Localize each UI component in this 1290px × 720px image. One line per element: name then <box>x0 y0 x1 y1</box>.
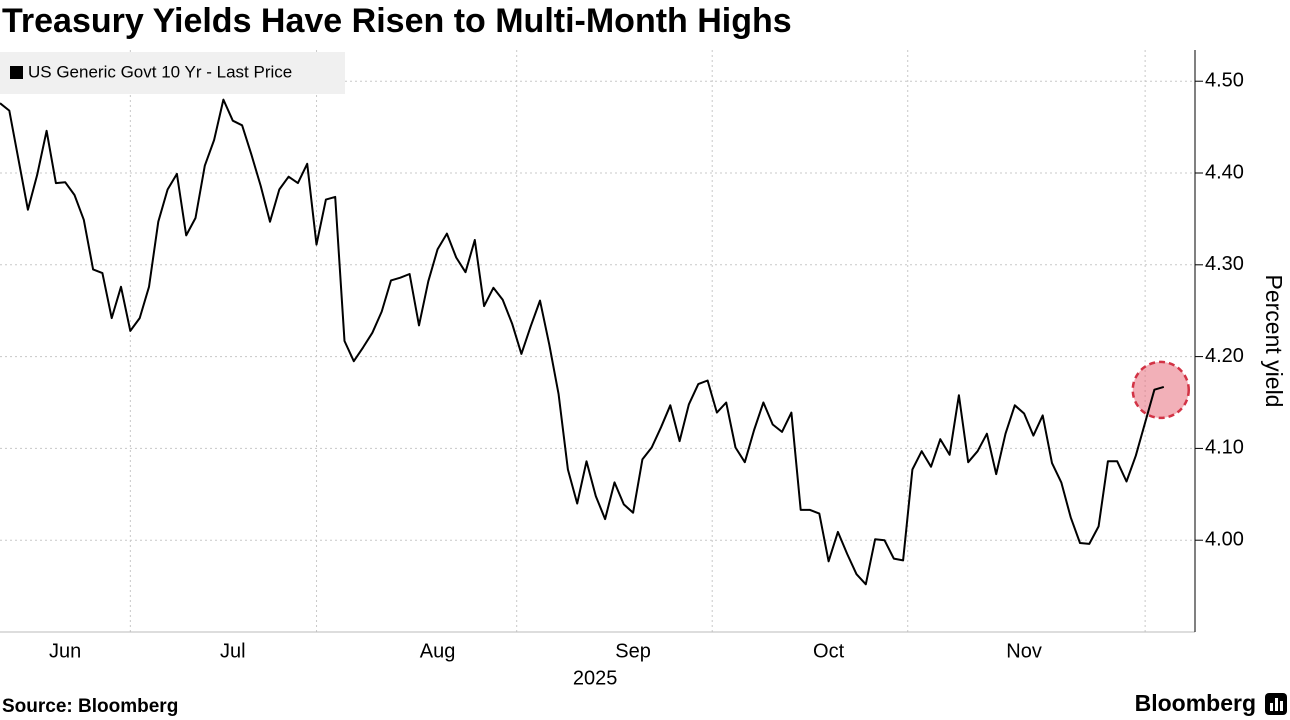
legend-swatch <box>10 66 23 79</box>
x-tick-label: Aug <box>420 640 456 662</box>
x-tick-label: Jul <box>220 640 246 662</box>
legend: US Generic Govt 10 Yr - Last Price <box>0 52 345 94</box>
x-tick-label: Jun <box>49 640 81 662</box>
x-year-label: 2025 <box>573 667 618 689</box>
y-axis-label: Percent yield <box>1261 275 1287 408</box>
y-tick-label: 4.50 <box>1205 69 1244 91</box>
y-tick-label: 4.30 <box>1205 253 1244 275</box>
legend-label: US Generic Govt 10 Yr - Last Price <box>28 62 292 81</box>
brand-logo <box>1265 693 1287 715</box>
chart-title: Treasury Yields Have Risen to Multi-Mont… <box>2 2 792 40</box>
source: Source: Bloomberg <box>2 696 178 717</box>
legend-box <box>0 52 345 94</box>
highlight-circle <box>1131 360 1190 420</box>
y-tick-label: 4.40 <box>1205 161 1244 183</box>
brand: Bloomberg <box>1135 690 1256 716</box>
y-tick-label: 4.00 <box>1205 528 1244 550</box>
line <box>0 98 1165 586</box>
x-tick-label: Oct <box>813 640 845 662</box>
y-tick-label: 4.10 <box>1205 437 1244 459</box>
x-tick-label: Sep <box>615 640 651 662</box>
y-tick-label: 4.20 <box>1205 345 1244 367</box>
x-tick-label: Nov <box>1006 640 1042 662</box>
